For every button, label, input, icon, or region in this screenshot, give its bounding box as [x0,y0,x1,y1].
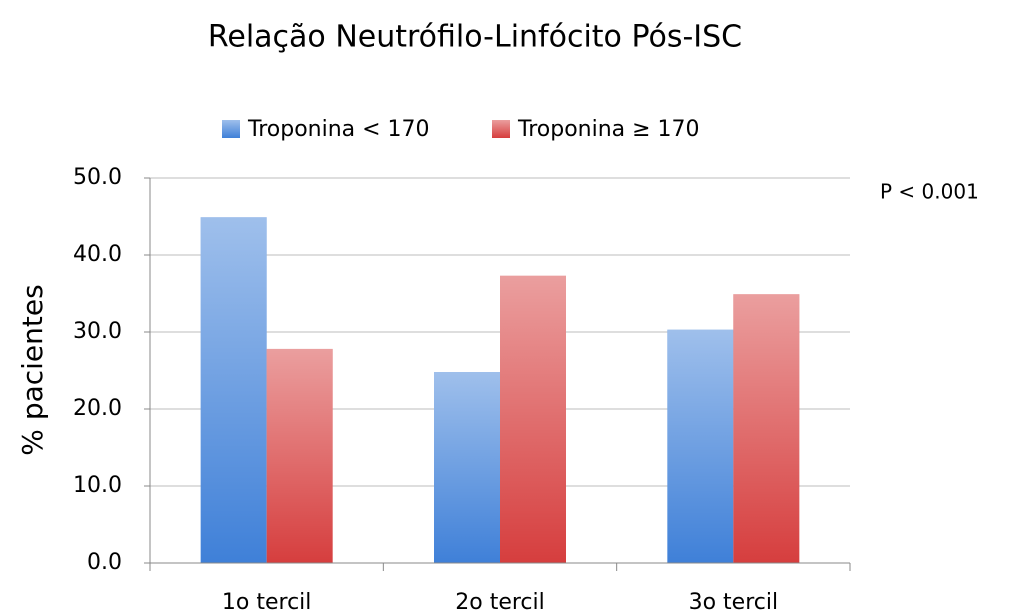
legend-label: Troponina ≥ 170 [517,117,700,142]
legend-swatch-shine [492,120,510,138]
chart-title: Relação Neutrófilo-Linfócito Pós-ISC [208,20,742,55]
x-tick-label: 3o tercil [689,590,779,615]
bar-shine [733,294,800,563]
x-tick-label: 1o tercil [222,590,312,615]
x-tick-label: 2o tercil [455,590,545,615]
bar-shine [667,329,734,563]
legend-label: Troponina < 170 [247,117,430,142]
y-tick-label: 40.0 [73,242,122,267]
y-tick-label: 50.0 [73,165,122,190]
legend-swatch-shine [222,120,240,138]
annotation: P < 0.001 [880,180,979,204]
bar-shine [266,348,333,563]
bar-shine [434,372,500,563]
y-tick-label: 0.0 [87,550,122,575]
y-axis-label: % pacientes [16,284,49,455]
y-tick-label: 10.0 [73,473,122,498]
y-tick-label: 30.0 [73,319,122,344]
bar-shine [500,275,566,563]
bar-shine [200,217,267,563]
y-tick-label: 20.0 [73,396,122,421]
